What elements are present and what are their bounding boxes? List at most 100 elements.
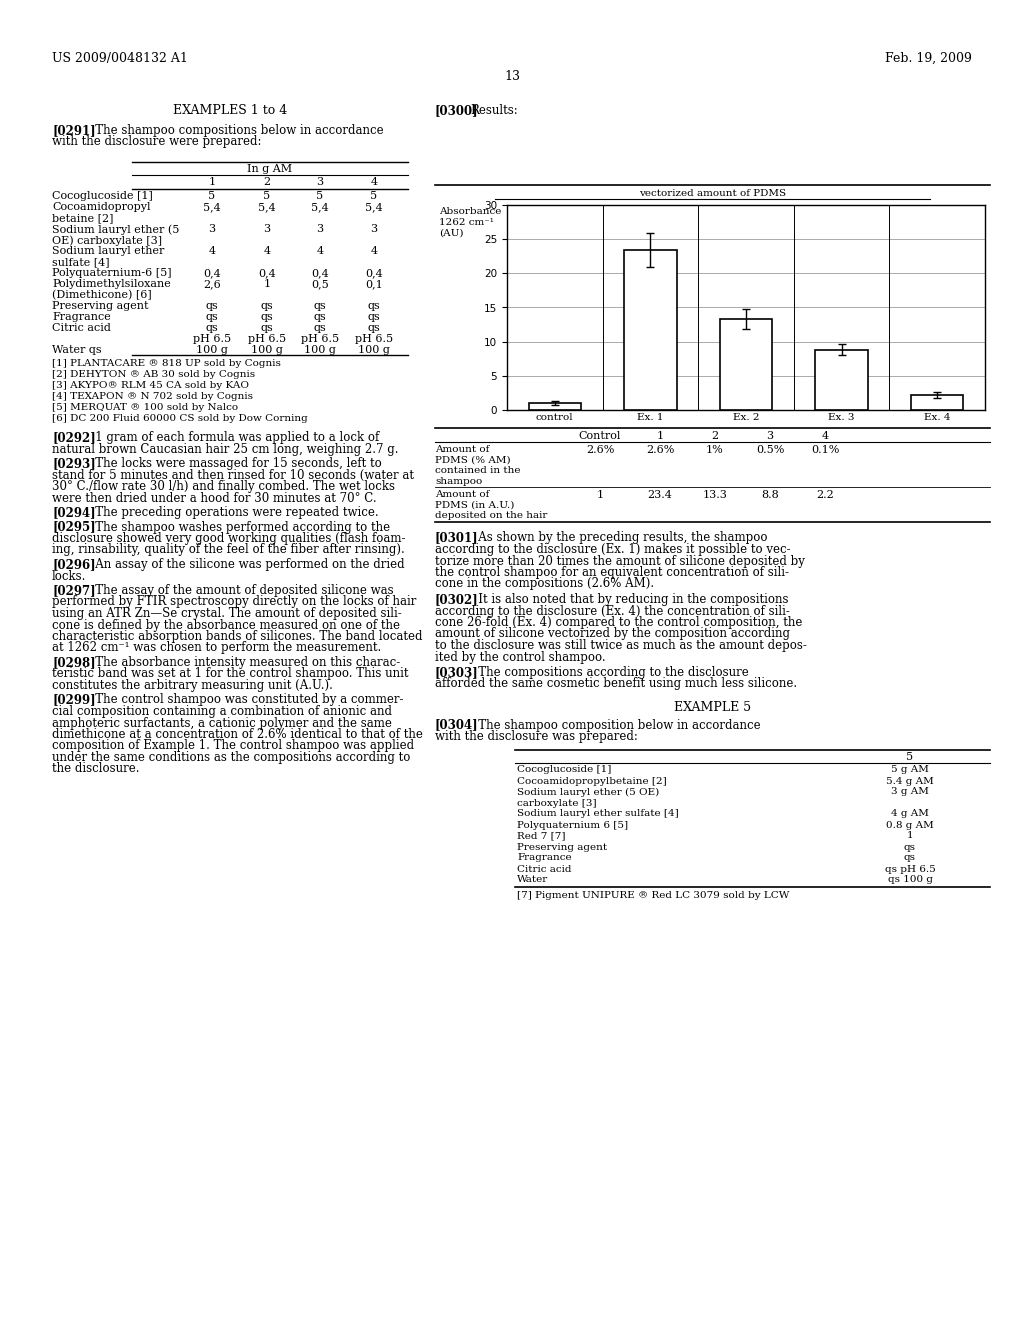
Text: (AU): (AU) bbox=[439, 228, 464, 238]
Bar bbox=[720, 319, 772, 411]
Text: 100 g: 100 g bbox=[304, 345, 336, 355]
Text: [5] MERQUAT ® 100 sold by Nalco: [5] MERQUAT ® 100 sold by Nalco bbox=[52, 403, 239, 412]
Text: natural brown Caucasian hair 25 cm long, weighing 2.7 g.: natural brown Caucasian hair 25 cm long,… bbox=[52, 442, 398, 455]
Text: Fragrance: Fragrance bbox=[52, 312, 111, 322]
Text: pH 6.5: pH 6.5 bbox=[301, 334, 339, 345]
Text: cone in the compositions (2.6% AM).: cone in the compositions (2.6% AM). bbox=[435, 578, 654, 590]
Text: [0301]: [0301] bbox=[435, 532, 478, 544]
Text: disclosure showed very good working qualities (flash foam-: disclosure showed very good working qual… bbox=[52, 532, 406, 545]
Text: 30° C./flow rate 30 l/h) and finally combed. The wet locks: 30° C./flow rate 30 l/h) and finally com… bbox=[52, 480, 395, 492]
Text: qs: qs bbox=[206, 323, 218, 333]
Text: cone 26-fold (Ex. 4) compared to the control composition, the: cone 26-fold (Ex. 4) compared to the con… bbox=[435, 616, 803, 630]
Text: 1: 1 bbox=[596, 490, 603, 500]
Text: cial composition containing a combination of anionic and: cial composition containing a combinatio… bbox=[52, 705, 392, 718]
Text: 0,4: 0,4 bbox=[203, 268, 221, 279]
Text: Sodium lauryl ether sulfate [4]: Sodium lauryl ether sulfate [4] bbox=[517, 809, 679, 818]
Text: [0294]: [0294] bbox=[52, 506, 95, 519]
Text: Preserving agent: Preserving agent bbox=[517, 842, 607, 851]
Text: shampoo: shampoo bbox=[435, 477, 482, 486]
Text: It is also noted that by reducing in the compositions: It is also noted that by reducing in the… bbox=[467, 593, 788, 606]
Text: torize more than 20 times the amount of silicone deposited by: torize more than 20 times the amount of … bbox=[435, 554, 805, 568]
Text: qs: qs bbox=[261, 301, 273, 312]
Text: with the disclosure were prepared:: with the disclosure were prepared: bbox=[52, 136, 261, 149]
Text: Sodium lauryl ether (5 OE): Sodium lauryl ether (5 OE) bbox=[517, 788, 659, 797]
Text: the disclosure.: the disclosure. bbox=[52, 763, 139, 776]
Text: sulfate [4]: sulfate [4] bbox=[52, 257, 110, 267]
Text: 5: 5 bbox=[371, 191, 378, 201]
Text: qs: qs bbox=[904, 854, 916, 862]
Text: 1: 1 bbox=[906, 832, 913, 841]
Text: 0.5%: 0.5% bbox=[756, 445, 784, 455]
Text: [0298]: [0298] bbox=[52, 656, 95, 669]
Text: 1: 1 bbox=[656, 432, 664, 441]
Text: 2.6%: 2.6% bbox=[586, 445, 614, 455]
Text: [0296]: [0296] bbox=[52, 558, 95, 572]
Text: locks.: locks. bbox=[52, 569, 86, 582]
Text: Amount of: Amount of bbox=[435, 445, 489, 454]
Text: The preceding operations were repeated twice.: The preceding operations were repeated t… bbox=[84, 506, 379, 519]
Text: teristic band was set at 1 for the control shampoo. This unit: teristic band was set at 1 for the contr… bbox=[52, 668, 409, 681]
Text: composition of Example 1. The control shampoo was applied: composition of Example 1. The control sh… bbox=[52, 739, 414, 752]
Text: qs: qs bbox=[261, 323, 273, 333]
Text: 5: 5 bbox=[316, 191, 324, 201]
Text: Fragrance: Fragrance bbox=[517, 854, 571, 862]
Text: 2.6%: 2.6% bbox=[646, 445, 674, 455]
Text: The control shampoo was constituted by a commer-: The control shampoo was constituted by a… bbox=[84, 693, 403, 706]
Text: 4: 4 bbox=[263, 246, 270, 256]
Text: qs: qs bbox=[313, 301, 327, 312]
Text: 0,4: 0,4 bbox=[258, 268, 275, 279]
Text: with the disclosure was prepared:: with the disclosure was prepared: bbox=[435, 730, 638, 743]
Text: 5: 5 bbox=[209, 191, 216, 201]
Text: 3: 3 bbox=[766, 432, 773, 441]
Text: qs: qs bbox=[313, 323, 327, 333]
Text: [0302]: [0302] bbox=[435, 593, 479, 606]
Text: 5,4: 5,4 bbox=[258, 202, 275, 213]
Text: according to the disclosure (Ex. 4) the concentration of sili-: according to the disclosure (Ex. 4) the … bbox=[435, 605, 790, 618]
Text: 4: 4 bbox=[371, 177, 378, 187]
Text: Polyquaternium 6 [5]: Polyquaternium 6 [5] bbox=[517, 821, 628, 829]
Text: [0300]: [0300] bbox=[435, 104, 478, 117]
Text: Cocoglucoside [1]: Cocoglucoside [1] bbox=[52, 191, 153, 201]
Text: carboxylate [3]: carboxylate [3] bbox=[517, 799, 597, 808]
Text: 4: 4 bbox=[316, 246, 324, 256]
Text: PDMS (% AM): PDMS (% AM) bbox=[435, 455, 511, 465]
Text: 3: 3 bbox=[209, 224, 216, 234]
Text: Preserving agent: Preserving agent bbox=[52, 301, 148, 312]
Text: The assay of the amount of deposited silicone was: The assay of the amount of deposited sil… bbox=[84, 583, 393, 597]
Text: at 1262 cm⁻¹ was chosen to perform the measurement.: at 1262 cm⁻¹ was chosen to perform the m… bbox=[52, 642, 381, 655]
Text: 3: 3 bbox=[371, 224, 378, 234]
Text: constitutes the arbitrary measuring unit (A.U.).: constitutes the arbitrary measuring unit… bbox=[52, 678, 333, 692]
Text: 2: 2 bbox=[263, 177, 270, 187]
Text: 5,4: 5,4 bbox=[311, 202, 329, 213]
Text: qs 100 g: qs 100 g bbox=[888, 875, 933, 884]
Text: The absorbance intensity measured on this charac-: The absorbance intensity measured on thi… bbox=[84, 656, 400, 669]
Text: amphoteric surfactants, a cationic polymer and the same: amphoteric surfactants, a cationic polym… bbox=[52, 717, 392, 730]
Text: 100 g: 100 g bbox=[196, 345, 228, 355]
Text: US 2009/0048132 A1: US 2009/0048132 A1 bbox=[52, 51, 187, 65]
Text: 0,4: 0,4 bbox=[366, 268, 383, 279]
Text: 2,6: 2,6 bbox=[203, 279, 221, 289]
Text: Cocoglucoside [1]: Cocoglucoside [1] bbox=[517, 766, 611, 775]
Text: 100 g: 100 g bbox=[251, 345, 283, 355]
Text: under the same conditions as the compositions according to: under the same conditions as the composi… bbox=[52, 751, 411, 764]
Text: Red 7 [7]: Red 7 [7] bbox=[517, 832, 565, 841]
Text: 1 gram of each formula was applied to a lock of: 1 gram of each formula was applied to a … bbox=[84, 432, 379, 444]
Text: 3: 3 bbox=[263, 224, 270, 234]
Text: using an ATR Zn—Se crystal. The amount of deposited sili-: using an ATR Zn—Se crystal. The amount o… bbox=[52, 607, 401, 620]
Text: 3: 3 bbox=[316, 224, 324, 234]
Text: 0,5: 0,5 bbox=[311, 279, 329, 289]
Text: 4: 4 bbox=[371, 246, 378, 256]
Text: pH 6.5: pH 6.5 bbox=[248, 334, 286, 345]
Text: 2.2: 2.2 bbox=[816, 490, 834, 500]
Text: were then dried under a hood for 30 minutes at 70° C.: were then dried under a hood for 30 minu… bbox=[52, 491, 377, 504]
Text: 8.8: 8.8 bbox=[761, 490, 779, 500]
Text: [0297]: [0297] bbox=[52, 583, 95, 597]
Text: qs: qs bbox=[368, 301, 380, 312]
Text: 3: 3 bbox=[316, 177, 324, 187]
Text: 5: 5 bbox=[906, 751, 913, 762]
Text: [0292]: [0292] bbox=[52, 432, 96, 444]
Text: 1: 1 bbox=[263, 279, 270, 289]
Text: The shampoo compositions below in accordance: The shampoo compositions below in accord… bbox=[84, 124, 384, 137]
Text: [4] TEXAPON ® N 702 sold by Cognis: [4] TEXAPON ® N 702 sold by Cognis bbox=[52, 392, 253, 401]
Text: 1262 cm⁻¹: 1262 cm⁻¹ bbox=[439, 218, 494, 227]
